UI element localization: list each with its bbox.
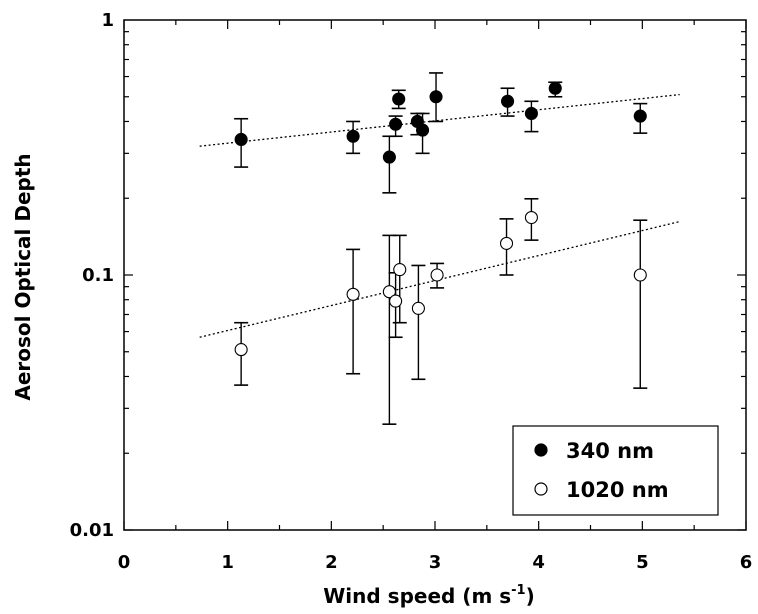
point-340nm bbox=[429, 90, 443, 104]
y-axis-title: Aerosol Optical Depth bbox=[11, 153, 35, 400]
point-1020nm bbox=[524, 210, 538, 225]
point-1020nm bbox=[346, 287, 360, 301]
point-1020nm bbox=[393, 263, 407, 277]
y-tick-label: 0.01 bbox=[70, 520, 114, 541]
point-340nm bbox=[633, 109, 647, 123]
trend-lines bbox=[199, 93, 680, 338]
legend-box bbox=[512, 425, 719, 516]
point-1020nm bbox=[382, 285, 396, 299]
x-tick-label: 3 bbox=[429, 552, 442, 573]
point-340nm bbox=[382, 150, 396, 164]
x-tick-label: 4 bbox=[532, 552, 545, 573]
error-bars bbox=[234, 72, 648, 425]
point-340nm bbox=[389, 117, 403, 131]
point-340nm bbox=[524, 106, 538, 121]
legend-label-340nm: 340 nm bbox=[566, 439, 654, 463]
point-340nm bbox=[548, 81, 562, 95]
point-1020nm bbox=[411, 301, 425, 315]
point-1020nm bbox=[234, 343, 248, 357]
y-axis: 0.01 0.1 1 bbox=[70, 10, 746, 541]
x-tick-label: 0 bbox=[118, 552, 131, 573]
point-1020nm bbox=[430, 268, 444, 282]
legend: 340 nm 1020 nm bbox=[512, 425, 719, 516]
point-340nm bbox=[234, 132, 248, 147]
point-1020nm bbox=[633, 268, 647, 282]
point-1020nm bbox=[389, 294, 403, 308]
x-tick-label: 2 bbox=[325, 552, 338, 573]
point-340nm bbox=[501, 94, 515, 108]
y-tick-label: 1 bbox=[101, 10, 114, 31]
point-340nm bbox=[346, 129, 360, 143]
point-1020nm bbox=[499, 236, 514, 250]
x-tick-label: 6 bbox=[740, 552, 753, 573]
x-axis-title: Wind speed (m s-1) bbox=[323, 583, 535, 608]
x-axis: 0 1 2 3 4 5 6 bbox=[118, 20, 753, 573]
point-340nm bbox=[392, 92, 406, 106]
data-points bbox=[234, 81, 647, 357]
x-tick-label: 1 bbox=[221, 552, 234, 573]
legend-marker-1020nm bbox=[534, 482, 548, 496]
legend-label-1020nm: 1020 nm bbox=[566, 478, 669, 502]
point-340nm bbox=[416, 123, 430, 137]
y-tick-label: 0.1 bbox=[82, 265, 114, 286]
x-tick-label: 5 bbox=[636, 552, 649, 573]
trend-line-1 bbox=[199, 220, 680, 338]
legend-marker-340nm bbox=[534, 443, 548, 457]
trend-line-0 bbox=[199, 93, 680, 147]
